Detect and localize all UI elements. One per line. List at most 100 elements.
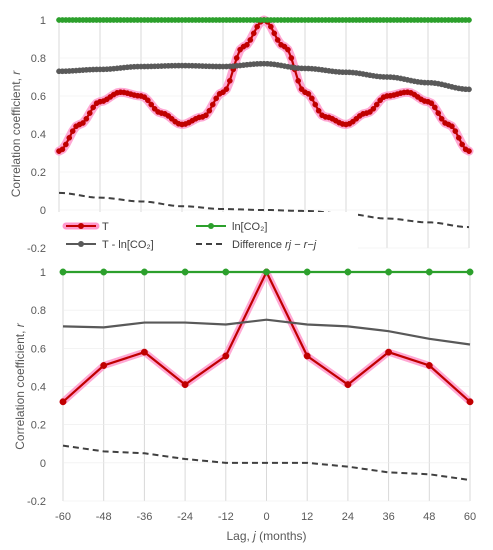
top-chart-panel: 1 0.8 0.6 0.4 0.2 0 -0.2 Correlation coefficien… [9, 15, 474, 255]
data-point-ln-co [140, 268, 148, 276]
legend-label-diff: Difference rj − r−j [232, 239, 317, 251]
data-point-t [438, 115, 445, 122]
data-point-t [428, 100, 435, 107]
data-point-t [449, 123, 455, 130]
data-point-t [267, 23, 274, 30]
y-tick-label: 0.4 [31, 382, 46, 394]
data-point-ln-co [385, 268, 393, 276]
y-tick-label: 1 [40, 267, 46, 279]
legend-marker-t [78, 223, 84, 229]
data-point-t [86, 110, 93, 116]
data-point-t [435, 110, 442, 116]
data-point-t [303, 352, 311, 360]
data-point-t [69, 128, 76, 134]
legend-background [58, 212, 358, 252]
y-tick-label: 0.8 [31, 53, 46, 65]
legend-label-t: T [102, 221, 109, 233]
data-point-t [373, 101, 380, 108]
data-point-t [288, 55, 295, 61]
data-point-t [223, 86, 230, 92]
x-tick-label: -12 [218, 511, 234, 523]
data-point-t [140, 348, 148, 356]
data-point-ln-co [222, 268, 230, 276]
y-tick-label: 0 [40, 458, 46, 470]
y-tick-label: 0.4 [31, 129, 46, 141]
data-point-t [148, 101, 155, 108]
data-point-t [315, 107, 322, 114]
x-tick-label: 0 [263, 511, 269, 523]
data-point-t [222, 352, 230, 360]
data-point-t [233, 55, 240, 61]
data-point-t [181, 381, 189, 389]
series-line-difference-rj-r-j [62, 444, 471, 482]
data-point-ln-co [425, 268, 433, 276]
x-tick-label: -48 [96, 511, 112, 523]
data-point-t [344, 381, 352, 389]
data-point-t [425, 362, 433, 369]
bottom-chart-panel: 1 0.8 0.6 0.4 0.2 0 -0.2 Correlation coefficien… [13, 267, 476, 543]
data-point-t [203, 112, 209, 119]
x-tick-label: -24 [177, 511, 193, 523]
data-point-t [83, 115, 90, 122]
data-point-t [226, 77, 233, 84]
series-line-t-ln-co [62, 318, 471, 346]
data-point-t [62, 141, 69, 148]
data-point-t [466, 398, 474, 406]
y-tick-label: 1 [40, 15, 46, 27]
data-point-ln-co [466, 268, 474, 276]
data-point-t [247, 37, 254, 43]
data-point-ln-co [263, 268, 270, 276]
data-point-t [144, 97, 151, 104]
data-point-t [285, 46, 291, 53]
x-tick-label: 48 [423, 511, 435, 523]
data-point-t [250, 30, 257, 37]
data-point-t [209, 101, 216, 108]
data-point-t [254, 23, 261, 30]
series-line-difference-rj-r-j [58, 191, 470, 229]
data-point-t [59, 398, 67, 406]
y-tick-label: 0.2 [31, 167, 46, 179]
data-point-ln-co [100, 268, 108, 276]
data-point-t [100, 362, 108, 369]
data-point-ln-co [303, 268, 311, 276]
data-point-t [80, 120, 86, 126]
data-point-t [59, 146, 66, 153]
data-point-t [431, 104, 438, 111]
data-point-t [370, 105, 377, 112]
legend-marker-lnco2 [208, 223, 214, 229]
y-tick-label: -0.2 [27, 496, 46, 508]
data-point-t [305, 91, 312, 97]
legend-label-tln: T - ln[CO₂] [102, 239, 154, 251]
x-tick-label: -60 [55, 511, 71, 523]
data-point-ln-co [59, 268, 67, 276]
data-point-ln-co [344, 268, 352, 276]
data-point-t [206, 107, 213, 114]
data-point-t [244, 41, 250, 48]
y-tick-label: 0.6 [31, 91, 46, 103]
x-tick-label: 60 [464, 511, 476, 523]
data-point-t [466, 148, 472, 154]
data-point-t-ln-co [466, 86, 472, 93]
legend-marker-tln [78, 241, 84, 247]
x-tick-label: 36 [382, 511, 394, 523]
y-tick-label: 0.8 [31, 305, 46, 317]
y-tick-label: -0.2 [27, 243, 46, 255]
data-point-t [459, 141, 466, 148]
data-point-t [308, 95, 315, 102]
legend-label-lnco2: ln[CO₂] [232, 221, 267, 233]
data-point-t [455, 134, 462, 141]
data-point-t [385, 348, 393, 356]
data-point-ln-co [466, 17, 472, 23]
x-axis-label: Lag, j (months) [226, 529, 306, 543]
data-point-t [274, 37, 281, 43]
x-tick-label: -36 [136, 511, 152, 523]
data-point-t [271, 30, 278, 37]
data-point-t [66, 134, 73, 141]
y-axis-label: Correlation coefficient, r [13, 322, 27, 450]
y-tick-label: 0 [40, 205, 46, 217]
data-point-t [213, 95, 220, 102]
x-tick-label: 24 [342, 511, 354, 523]
data-point-ln-co [181, 268, 189, 276]
